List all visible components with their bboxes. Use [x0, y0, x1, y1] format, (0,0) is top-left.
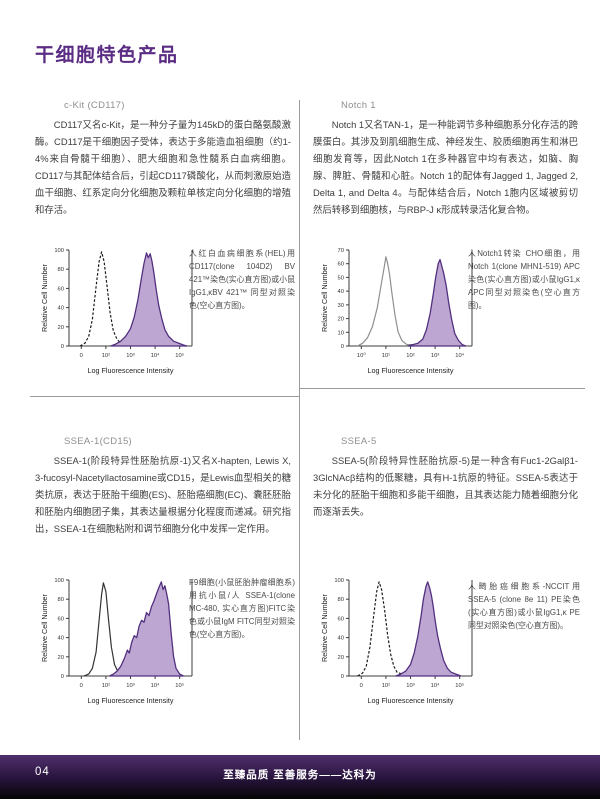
chart-caption-ssea5: 人畸胎癌细胞系-NCCIT用SSEA-5 (clone 8e 11) PE染色(… [468, 582, 580, 630]
svg-text:70: 70 [338, 248, 344, 254]
svg-text:60: 60 [338, 616, 344, 622]
svg-text:60: 60 [58, 616, 64, 622]
svg-text:Log Fluorescence Intensity: Log Fluorescence Intensity [88, 696, 174, 705]
svg-text:10²: 10² [102, 683, 110, 689]
horizontal-divider-right [300, 388, 585, 389]
svg-text:20: 20 [338, 317, 344, 323]
horizontal-divider-left [30, 396, 299, 397]
svg-text:60: 60 [338, 262, 344, 268]
svg-text:10²: 10² [406, 353, 414, 359]
svg-text:10⁴: 10⁴ [455, 352, 464, 359]
svg-text:30: 30 [338, 303, 344, 309]
svg-text:0: 0 [80, 353, 83, 359]
svg-text:0: 0 [61, 674, 64, 680]
svg-text:10¹: 10¹ [382, 353, 390, 359]
svg-text:20: 20 [338, 655, 344, 661]
svg-text:10⁵: 10⁵ [455, 682, 464, 689]
svg-text:Relative Cell Number: Relative Cell Number [40, 593, 49, 662]
svg-text:60: 60 [58, 286, 64, 292]
svg-text:Relative Cell Number: Relative Cell Number [40, 263, 49, 332]
svg-text:0: 0 [341, 674, 344, 680]
histogram-chart-ssea1: 0 20 40 60 80 100 0 10² 10³ 10⁴ 10⁵ Log Fluorescenc… [36, 570, 201, 710]
svg-text:100: 100 [54, 248, 64, 254]
svg-text:0: 0 [61, 344, 64, 350]
svg-text:100: 100 [334, 578, 344, 584]
svg-text:40: 40 [338, 636, 344, 642]
svg-text:80: 80 [338, 597, 344, 603]
svg-text:40: 40 [58, 306, 64, 312]
svg-text:40: 40 [58, 636, 64, 642]
svg-text:10⁰: 10⁰ [357, 352, 366, 359]
svg-text:40: 40 [338, 289, 344, 295]
section-body-ssea1: SSEA-1(阶段特异性胚胎抗原-1)又名X-hapten, Lewis X, … [35, 455, 291, 534]
svg-text:Log Fluorescence Intensity: Log Fluorescence Intensity [88, 366, 174, 375]
svg-text:100: 100 [54, 578, 64, 584]
svg-text:Relative Cell Number: Relative Cell Number [320, 263, 329, 332]
svg-text:0: 0 [360, 683, 363, 689]
section-body-ssea5: SSEA-5(阶段特异性胚胎抗原-5)是一种含有Fuc1-2Galβ1-3Glc… [313, 455, 578, 517]
histogram-chart-ssea5: 0 20 40 60 80 100 0 10² 10³ 10⁴ 10⁵ Log Fluorescenc… [316, 570, 481, 710]
svg-text:10³: 10³ [126, 353, 134, 359]
svg-text:10⁴: 10⁴ [431, 682, 440, 689]
page-title: 干细胞特色产品 [35, 45, 179, 66]
svg-text:80: 80 [58, 597, 64, 603]
footer-slogan: 至臻品质 至善服务——达科为 [223, 769, 377, 781]
section-body-ckit: CD117又名c-Kit，是一种分子量为145kD的蛋白酪氨酸激酶。CD117是… [35, 119, 291, 215]
chart-caption-cd117: 人红白血病细胞系(HEL)用CD117(clone 104D2) BV 421™… [189, 249, 295, 310]
section-heading-ssea1: SSEA-1(CD15) [64, 436, 133, 447]
svg-text:80: 80 [58, 267, 64, 273]
page-number: 04 [35, 766, 50, 778]
svg-text:50: 50 [338, 275, 344, 281]
svg-text:10³: 10³ [126, 683, 134, 689]
section-heading-ckit: c-Kit (CD117) [64, 100, 125, 111]
section-heading-ssea5: SSEA-5 [341, 436, 377, 447]
svg-text:0: 0 [341, 344, 344, 350]
svg-text:20: 20 [58, 325, 64, 331]
svg-text:Log Fluorescence Intensity: Log Fluorescence Intensity [368, 366, 454, 375]
section-heading-notch1: Notch 1 [341, 100, 376, 111]
svg-text:10²: 10² [102, 353, 110, 359]
svg-text:10: 10 [338, 330, 344, 336]
page-footer: 04 至臻品质 至善服务——达科为 [0, 755, 600, 799]
vertical-divider [299, 100, 300, 740]
svg-text:Relative Cell Number: Relative Cell Number [320, 593, 329, 662]
svg-text:20: 20 [58, 655, 64, 661]
svg-text:0: 0 [80, 683, 83, 689]
histogram-chart-cd117: 0 20 40 60 80 100 0 10² 10³ 10⁴ 10⁵ Log Fluorescenc… [36, 240, 201, 380]
chart-caption-ssea1: F9细胞(小鼠胚胎肿瘤细胞系)用抗小鼠/人 SSEA-1(clone MC-48… [189, 578, 295, 639]
svg-text:10⁴: 10⁴ [151, 682, 160, 689]
svg-text:10⁵: 10⁵ [175, 682, 184, 689]
svg-text:10⁴: 10⁴ [151, 352, 160, 359]
chart-caption-notch1: 人Notch1转染 CHO细胞，用 Notch 1(clone MHN1-519… [468, 249, 580, 310]
svg-text:Log Fluorescence Intensity: Log Fluorescence Intensity [368, 696, 454, 705]
svg-text:10³: 10³ [431, 353, 439, 359]
svg-text:10³: 10³ [406, 683, 414, 689]
section-body-notch1: Notch 1又名TAN-1，是一种能调节多种细胞系分化存活的跨膜蛋白。其涉及到… [313, 119, 578, 215]
svg-text:10⁵: 10⁵ [175, 352, 184, 359]
svg-text:10²: 10² [382, 683, 390, 689]
histogram-chart-notch1: 0 10 20 30 40 50 60 70 10⁰ 10¹ 10² 10³ 10⁴ Log Fluore… [316, 240, 481, 380]
